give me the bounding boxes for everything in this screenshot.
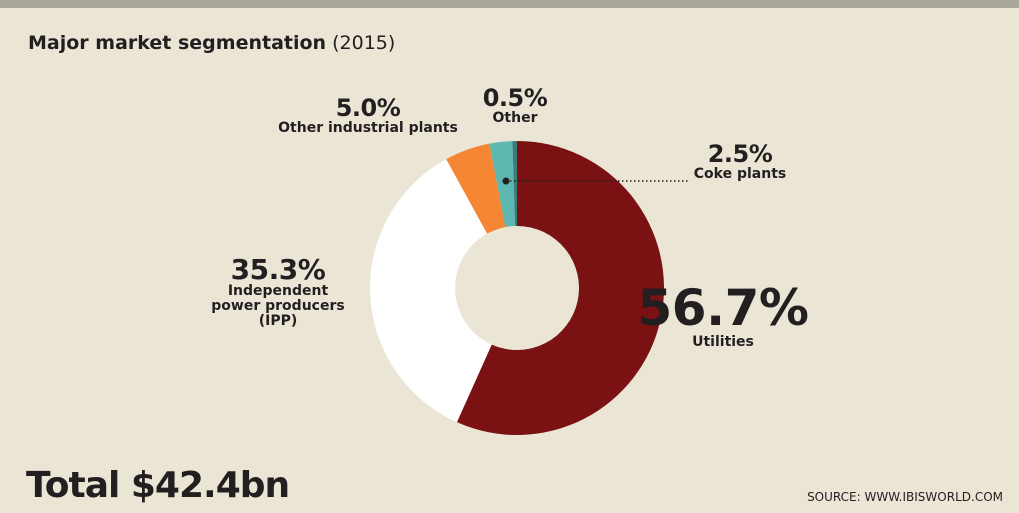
- donut-segment: [456, 141, 665, 435]
- total: Total $42.4bn: [26, 465, 290, 506]
- title: Major market segmentation: [28, 32, 327, 54]
- category-label: Other: [492, 110, 538, 127]
- leader-dot: [502, 177, 510, 185]
- donut-segment: [512, 141, 517, 227]
- category-label: Coke plants: [693, 166, 787, 183]
- segment-label: 2.5% Coke plants: [670, 140, 810, 183]
- segment-label: 56.7% Utilities: [623, 282, 823, 349]
- source: SOURCE: WWW.IBISWORLD.COM: [807, 490, 1003, 504]
- value-label: 2.5%: [707, 140, 773, 168]
- top-bar: [0, 0, 1019, 8]
- segment-label: 5.0% Other industrial plants: [268, 94, 468, 137]
- segment-label: 0.5% Other: [465, 84, 565, 127]
- value-label: 0.5%: [482, 84, 548, 112]
- subtitle: (2015): [332, 32, 396, 54]
- chart-title: Major market segmentation (2015): [28, 32, 395, 54]
- value-label: 35.3%: [230, 253, 326, 286]
- category-label: Independent power producers (IPP): [211, 283, 345, 329]
- value-label: 56.7%: [637, 279, 809, 337]
- donut-segment: [370, 159, 492, 423]
- segment-label: 35.3% Independent power producers (IPP): [178, 253, 378, 329]
- category-label: Other industrial plants: [278, 120, 458, 137]
- donut-segment: [489, 141, 516, 228]
- donut-segment: [446, 143, 506, 234]
- value-label: 5.0%: [335, 94, 401, 122]
- category-label: Utilities: [692, 333, 754, 350]
